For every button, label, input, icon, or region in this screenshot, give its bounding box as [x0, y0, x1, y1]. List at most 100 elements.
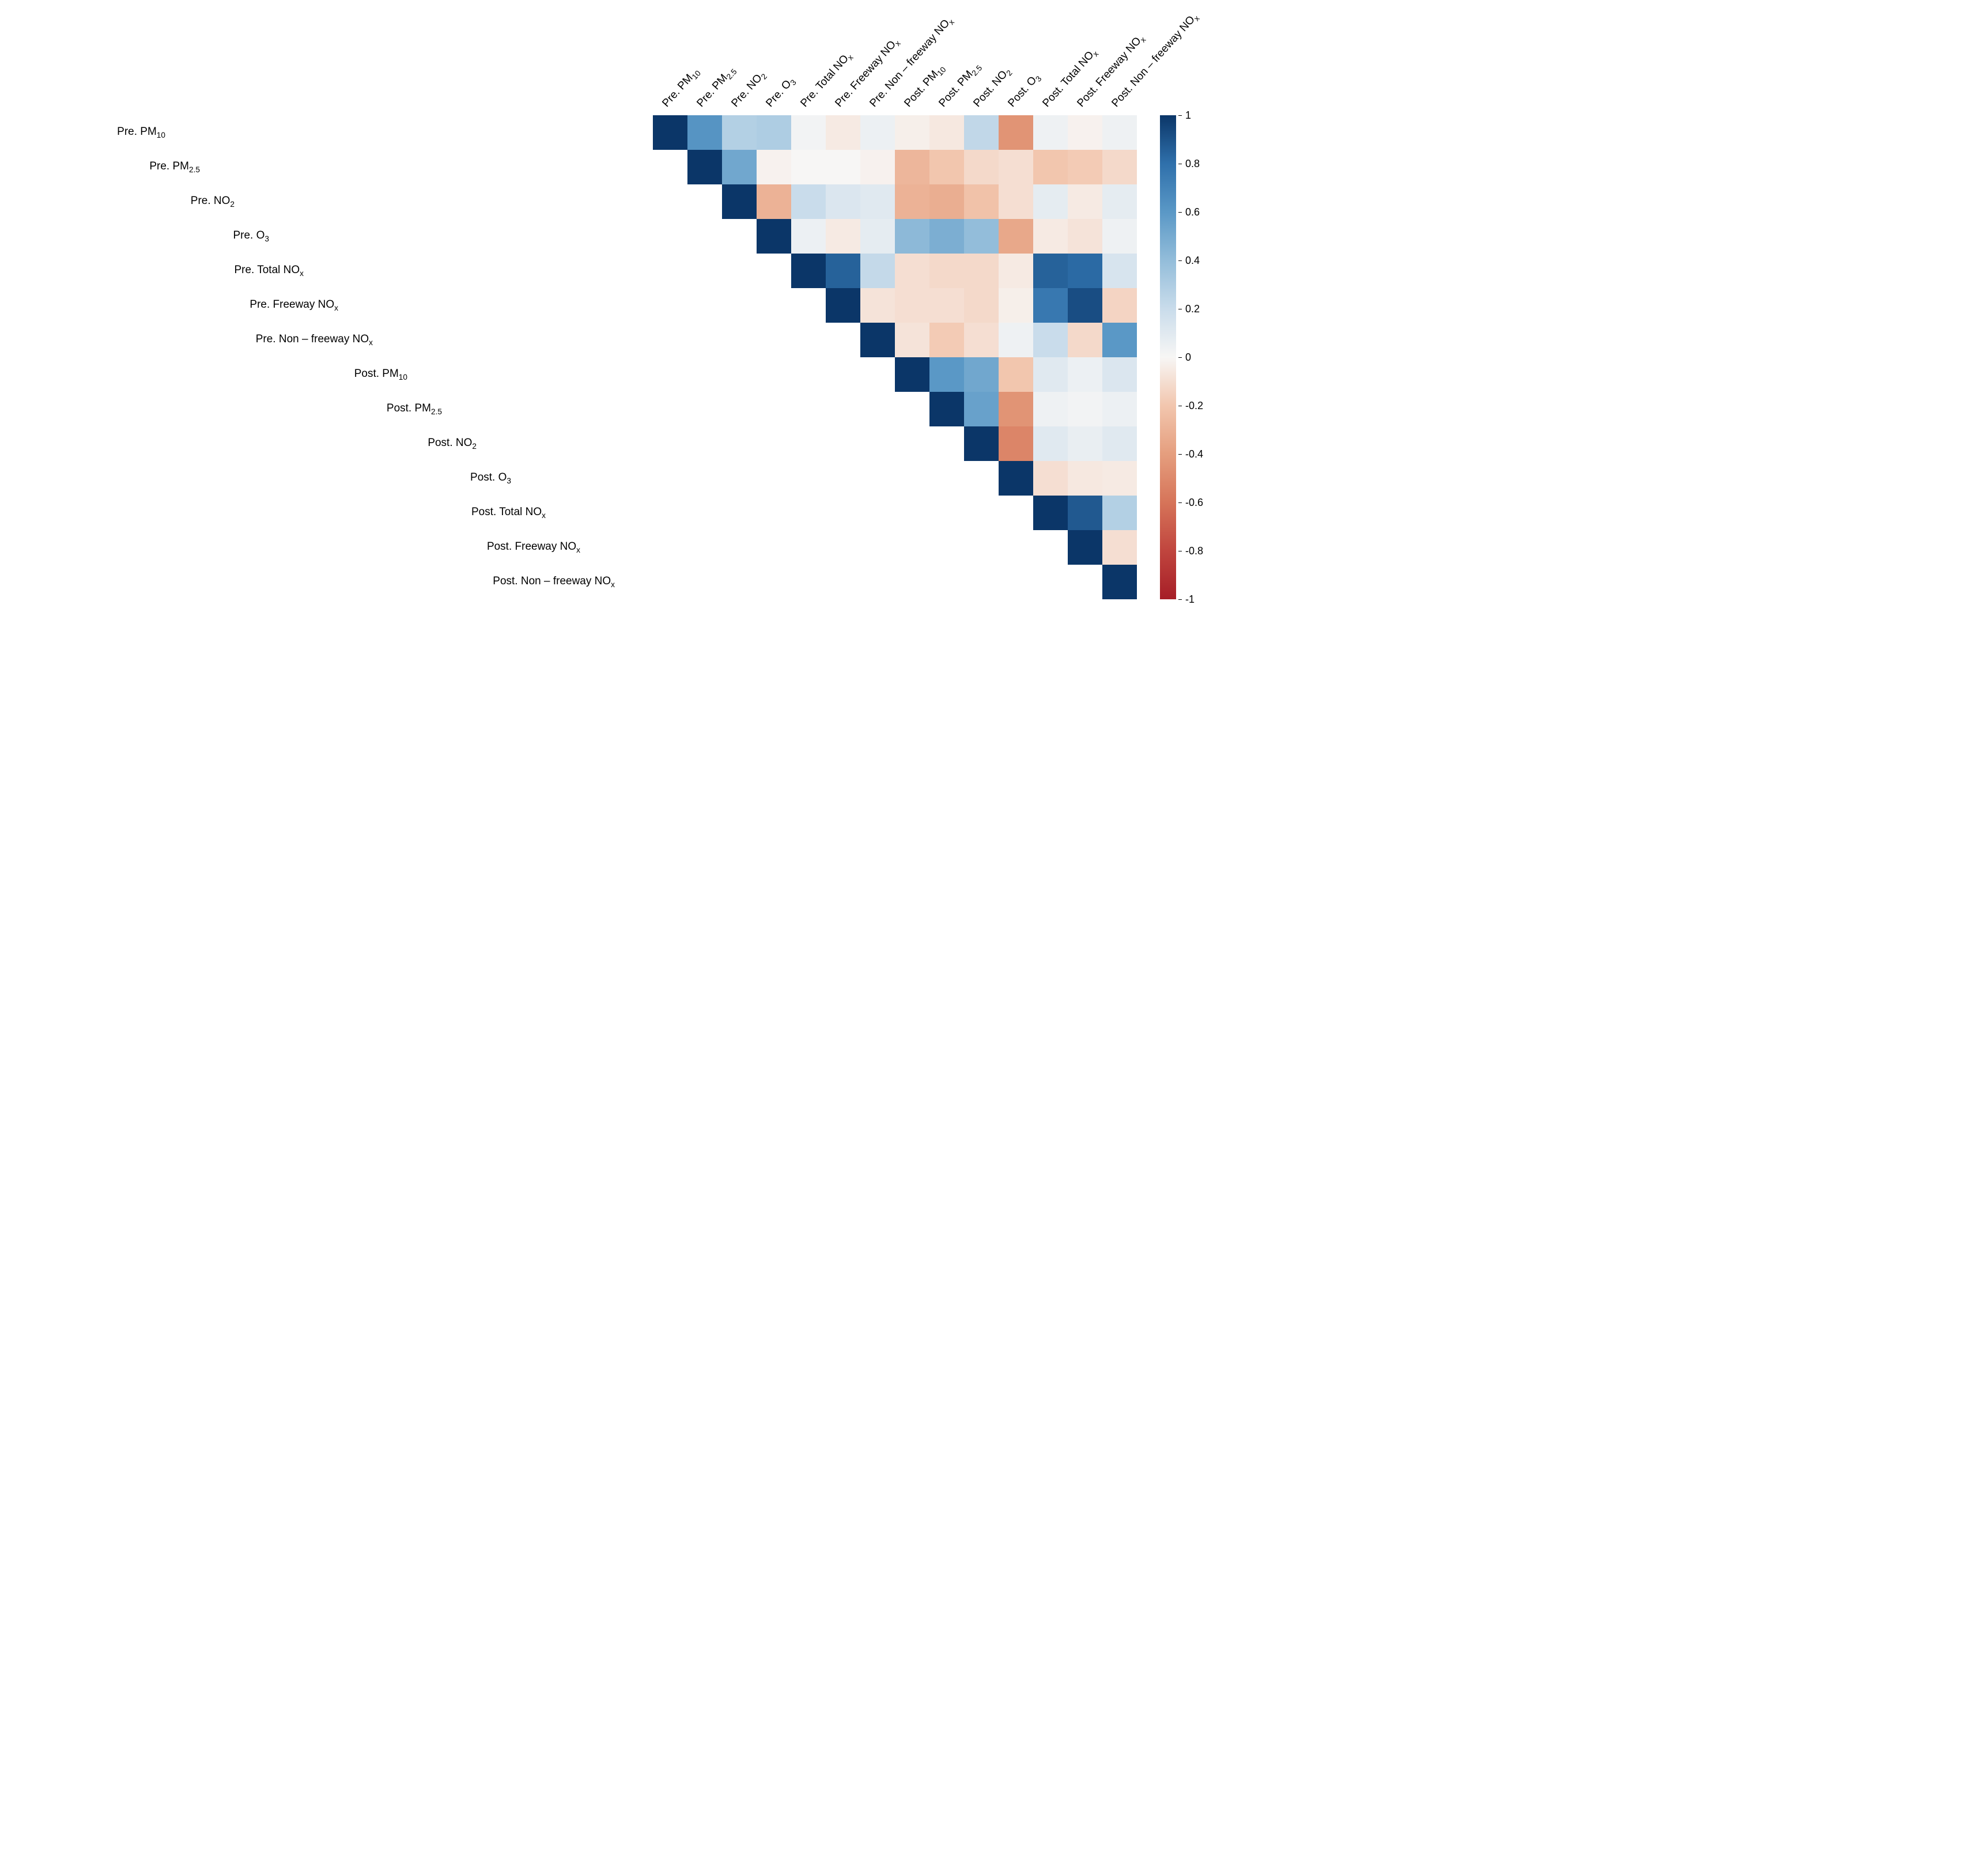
- heatmap-cell: [653, 150, 687, 184]
- heatmap-cell: [929, 288, 964, 323]
- heatmap-cell: [929, 115, 964, 150]
- colorbar-tick: 0.4: [1178, 255, 1200, 267]
- heatmap-cell: [1033, 392, 1068, 426]
- colorbar-tick-label: -0.6: [1185, 497, 1203, 509]
- heatmap-cell: [1033, 530, 1068, 565]
- heatmap-cell: [999, 323, 1033, 357]
- heatmap-cell: [860, 565, 895, 599]
- heatmap-row: [653, 392, 1137, 426]
- heatmap-cell: [1033, 426, 1068, 461]
- heatmap-cell: [999, 150, 1033, 184]
- heatmap-cell: [860, 288, 895, 323]
- column-label: Post. PM10: [895, 23, 929, 115]
- heatmap-cell: [757, 565, 791, 599]
- heatmap-cell: [1068, 254, 1102, 288]
- heatmap-cell: [722, 323, 757, 357]
- colorbar: [1160, 115, 1176, 599]
- heatmap-cell: [791, 219, 826, 254]
- heatmap-cell: [826, 426, 860, 461]
- heatmap-cell: [826, 150, 860, 184]
- heatmap-cell: [757, 496, 791, 530]
- heatmap-cell: [826, 565, 860, 599]
- heatmap-cell: [722, 565, 757, 599]
- heatmap-cell: [895, 184, 929, 219]
- heatmap-cell: [1102, 323, 1137, 357]
- heatmap-cell: [826, 461, 860, 496]
- heatmap-cell: [860, 461, 895, 496]
- row-label-text: Pre. PM2.5: [149, 160, 200, 174]
- heatmap-cell: [687, 150, 722, 184]
- heatmap-cell: [1068, 323, 1102, 357]
- heatmap-cell: [929, 323, 964, 357]
- heatmap-cell: [687, 530, 722, 565]
- row-label: Post. Total NOx: [471, 496, 546, 530]
- heatmap-cell: [757, 254, 791, 288]
- row-label-text: Post. Total NOx: [471, 506, 546, 520]
- heatmap-cell: [791, 115, 826, 150]
- row-label-text: Pre. PM10: [117, 126, 165, 139]
- heatmap-cell: [1068, 115, 1102, 150]
- heatmap-cell: [653, 357, 687, 392]
- colorbar-tick: -1: [1178, 594, 1195, 606]
- heatmap-cell: [895, 461, 929, 496]
- heatmap-grid: [653, 115, 1137, 599]
- colorbar-tick: 1: [1178, 109, 1191, 122]
- row-label: Pre. Non – freeway NOx: [256, 323, 373, 357]
- heatmap-row: [653, 288, 1137, 323]
- row-label-text: Post. Freeway NOx: [487, 541, 580, 554]
- row-label-text: Pre. Total NOx: [234, 264, 304, 278]
- heatmap-cell: [687, 323, 722, 357]
- colorbar-tick: -0.8: [1178, 545, 1203, 557]
- heatmap-cell: [895, 357, 929, 392]
- heatmap-cell: [860, 496, 895, 530]
- heatmap-cell: [757, 461, 791, 496]
- heatmap-cell: [757, 150, 791, 184]
- heatmap-cell: [929, 392, 964, 426]
- heatmap-cell: [722, 184, 757, 219]
- heatmap-cell: [653, 323, 687, 357]
- heatmap-cell: [687, 219, 722, 254]
- colorbar-tick: -0.4: [1178, 448, 1203, 460]
- heatmap-cell: [687, 392, 722, 426]
- heatmap-cell: [1102, 496, 1137, 530]
- row-label: Pre. NO2: [191, 184, 235, 219]
- row-label-text: Post. PM2.5: [387, 402, 442, 416]
- heatmap-cell: [826, 219, 860, 254]
- heatmap-cell: [1102, 288, 1137, 323]
- heatmap-cell: [722, 219, 757, 254]
- heatmap-cell: [791, 461, 826, 496]
- colorbar-tick-label: 0.2: [1185, 303, 1200, 315]
- row-label: Pre. O3: [233, 219, 269, 254]
- heatmap-cell: [860, 357, 895, 392]
- colorbar-area: 10.80.60.40.20-0.2-0.4-0.6-0.8-1: [1160, 115, 1211, 599]
- row-label: Pre. Freeway NOx: [250, 288, 338, 323]
- heatmap-cell: [895, 496, 929, 530]
- heatmap-cell: [1068, 565, 1102, 599]
- heatmap-cell: [999, 496, 1033, 530]
- heatmap-cell: [1068, 461, 1102, 496]
- column-label: Pre. PM10: [653, 23, 687, 115]
- heatmap-cell: [1068, 219, 1102, 254]
- heatmap-row: [653, 530, 1137, 565]
- heatmap-cell: [1102, 184, 1137, 219]
- colorbar-tick-label: 1: [1185, 109, 1191, 122]
- heatmap-cell: [929, 219, 964, 254]
- row-label: Post. Non – freeway NOx: [493, 565, 615, 599]
- heatmap-cell: [791, 530, 826, 565]
- heatmap-cell: [653, 115, 687, 150]
- heatmap-cell: [687, 496, 722, 530]
- heatmap-cell: [964, 461, 999, 496]
- heatmap-cell: [860, 530, 895, 565]
- heatmap-cell: [1068, 184, 1102, 219]
- heatmap-cell: [1033, 288, 1068, 323]
- column-label: Post. Freeway NOx: [1068, 23, 1102, 115]
- heatmap-cell: [1102, 115, 1137, 150]
- heatmap-cell: [999, 426, 1033, 461]
- colorbar-tick: 0.2: [1178, 303, 1200, 315]
- heatmap-cell: [860, 254, 895, 288]
- colorbar-tick-label: -0.2: [1185, 400, 1203, 412]
- row-label-text: Pre. Freeway NOx: [250, 298, 338, 312]
- heatmap-cell: [1068, 392, 1102, 426]
- heatmap-cell: [895, 323, 929, 357]
- row-label: Post. O3: [470, 461, 511, 496]
